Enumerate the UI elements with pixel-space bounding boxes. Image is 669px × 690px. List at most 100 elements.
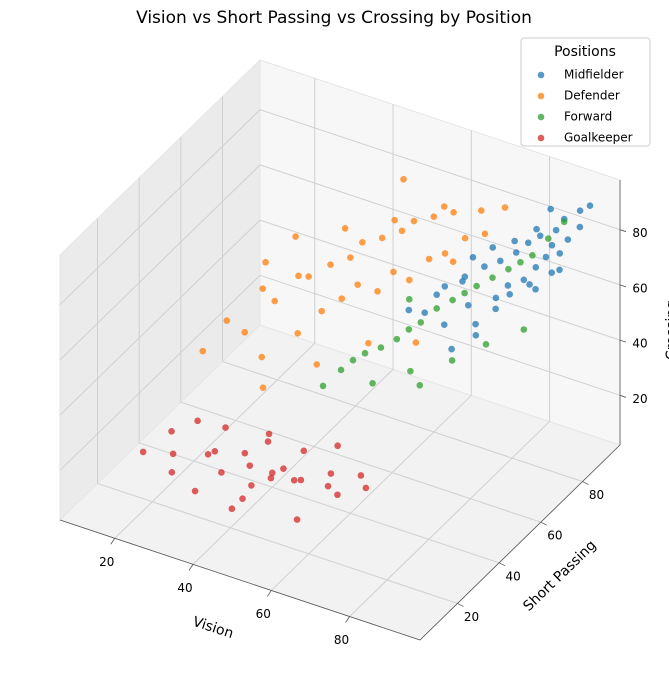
data-point <box>297 476 305 484</box>
data-point <box>405 326 413 333</box>
data-point <box>378 234 386 242</box>
data-point <box>228 505 236 513</box>
grid-line <box>59 164 261 361</box>
data-point <box>482 341 490 348</box>
y-tick-label: 60 <box>547 529 562 543</box>
data-point <box>300 447 308 455</box>
data-point <box>393 335 401 343</box>
data-point <box>362 484 370 492</box>
data-point <box>416 381 424 389</box>
x-tick-label: 60 <box>256 607 271 621</box>
data-point <box>489 274 496 281</box>
grid-line <box>259 274 621 396</box>
data-point <box>548 269 556 276</box>
data-point <box>449 258 457 265</box>
data-point <box>536 232 544 240</box>
data-point <box>338 295 346 302</box>
data-point <box>374 288 381 295</box>
data-point <box>264 438 272 445</box>
data-point <box>542 253 550 261</box>
data-point <box>576 223 584 231</box>
data-point <box>313 361 321 368</box>
data-point <box>520 276 528 284</box>
data-point <box>341 225 349 232</box>
data-point <box>241 328 249 336</box>
data-point <box>191 487 199 495</box>
data-point <box>511 237 518 245</box>
data-point <box>259 384 267 391</box>
z-tick-label: 20 <box>632 392 647 406</box>
data-point <box>450 209 457 216</box>
data-point <box>334 442 341 450</box>
legend: Positions Midfielder Defender Forward Goalke… <box>520 37 651 147</box>
data-point <box>194 417 201 425</box>
data-point <box>361 349 369 357</box>
tick-mark <box>619 339 627 343</box>
data-point <box>222 424 229 431</box>
data-point <box>461 234 469 242</box>
data-point <box>211 447 219 455</box>
data-point <box>305 273 312 280</box>
grid-line <box>97 482 458 604</box>
chart-title: Vision vs Short Passing vs Crossing by P… <box>136 8 532 28</box>
tick-mark <box>266 590 272 597</box>
legend-title: Positions <box>554 44 616 60</box>
data-point <box>327 470 335 477</box>
legend-marker <box>537 92 545 100</box>
data-point <box>324 482 332 490</box>
data-point <box>472 320 479 328</box>
data-point <box>354 281 361 288</box>
grid-line <box>259 219 621 341</box>
data-point <box>449 296 456 304</box>
data-point <box>532 264 540 271</box>
y-tick-label: 80 <box>589 488 604 502</box>
data-point <box>547 205 554 213</box>
data-point <box>357 472 365 479</box>
data-point <box>390 268 397 276</box>
legend-label: Forward <box>564 110 612 124</box>
data-point <box>421 309 429 316</box>
data-point <box>168 469 176 476</box>
tick-mark <box>540 521 548 526</box>
grid-line <box>192 368 394 565</box>
data-point <box>497 257 504 265</box>
grid-line <box>59 219 261 416</box>
data-point <box>556 266 563 274</box>
data-point <box>223 317 231 324</box>
data-point <box>461 273 469 280</box>
tick-mark <box>498 562 506 567</box>
data-point <box>472 332 480 339</box>
legend-box <box>520 37 651 147</box>
data-point <box>440 203 448 210</box>
data-point <box>464 301 472 309</box>
data-point <box>517 258 524 266</box>
data-point <box>526 281 533 288</box>
x-axis-label: Vision <box>191 614 236 642</box>
data-point <box>259 285 267 292</box>
data-point <box>433 291 441 298</box>
data-point <box>349 356 357 364</box>
data-point <box>489 244 497 251</box>
data-point <box>319 382 327 390</box>
data-point <box>406 296 413 303</box>
data-point <box>271 297 279 305</box>
data-point <box>248 482 255 489</box>
grid-line <box>270 395 472 591</box>
data-point <box>369 379 376 387</box>
data-point <box>246 462 254 469</box>
data-point <box>441 250 449 257</box>
data-point <box>430 213 438 220</box>
data-point <box>407 367 414 375</box>
data-point <box>469 254 477 261</box>
data-point <box>441 283 449 290</box>
data-point <box>359 238 366 246</box>
data-point <box>169 450 177 458</box>
grid-line <box>222 361 583 483</box>
data-point <box>241 449 249 457</box>
data-point <box>377 344 385 351</box>
data-point <box>481 263 488 270</box>
data-point <box>334 491 341 499</box>
data-point <box>294 330 302 337</box>
data-point <box>391 216 398 224</box>
